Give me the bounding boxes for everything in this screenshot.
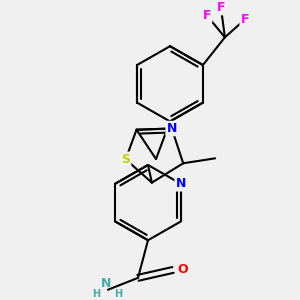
Text: F: F	[241, 13, 249, 26]
Text: H: H	[114, 289, 122, 299]
Text: F: F	[217, 1, 225, 14]
Text: N: N	[101, 277, 111, 290]
Text: N: N	[176, 177, 186, 190]
Text: N: N	[167, 122, 177, 135]
Text: S: S	[121, 153, 130, 166]
Text: O: O	[178, 263, 188, 276]
Text: H: H	[92, 289, 100, 299]
Text: F: F	[203, 9, 211, 22]
